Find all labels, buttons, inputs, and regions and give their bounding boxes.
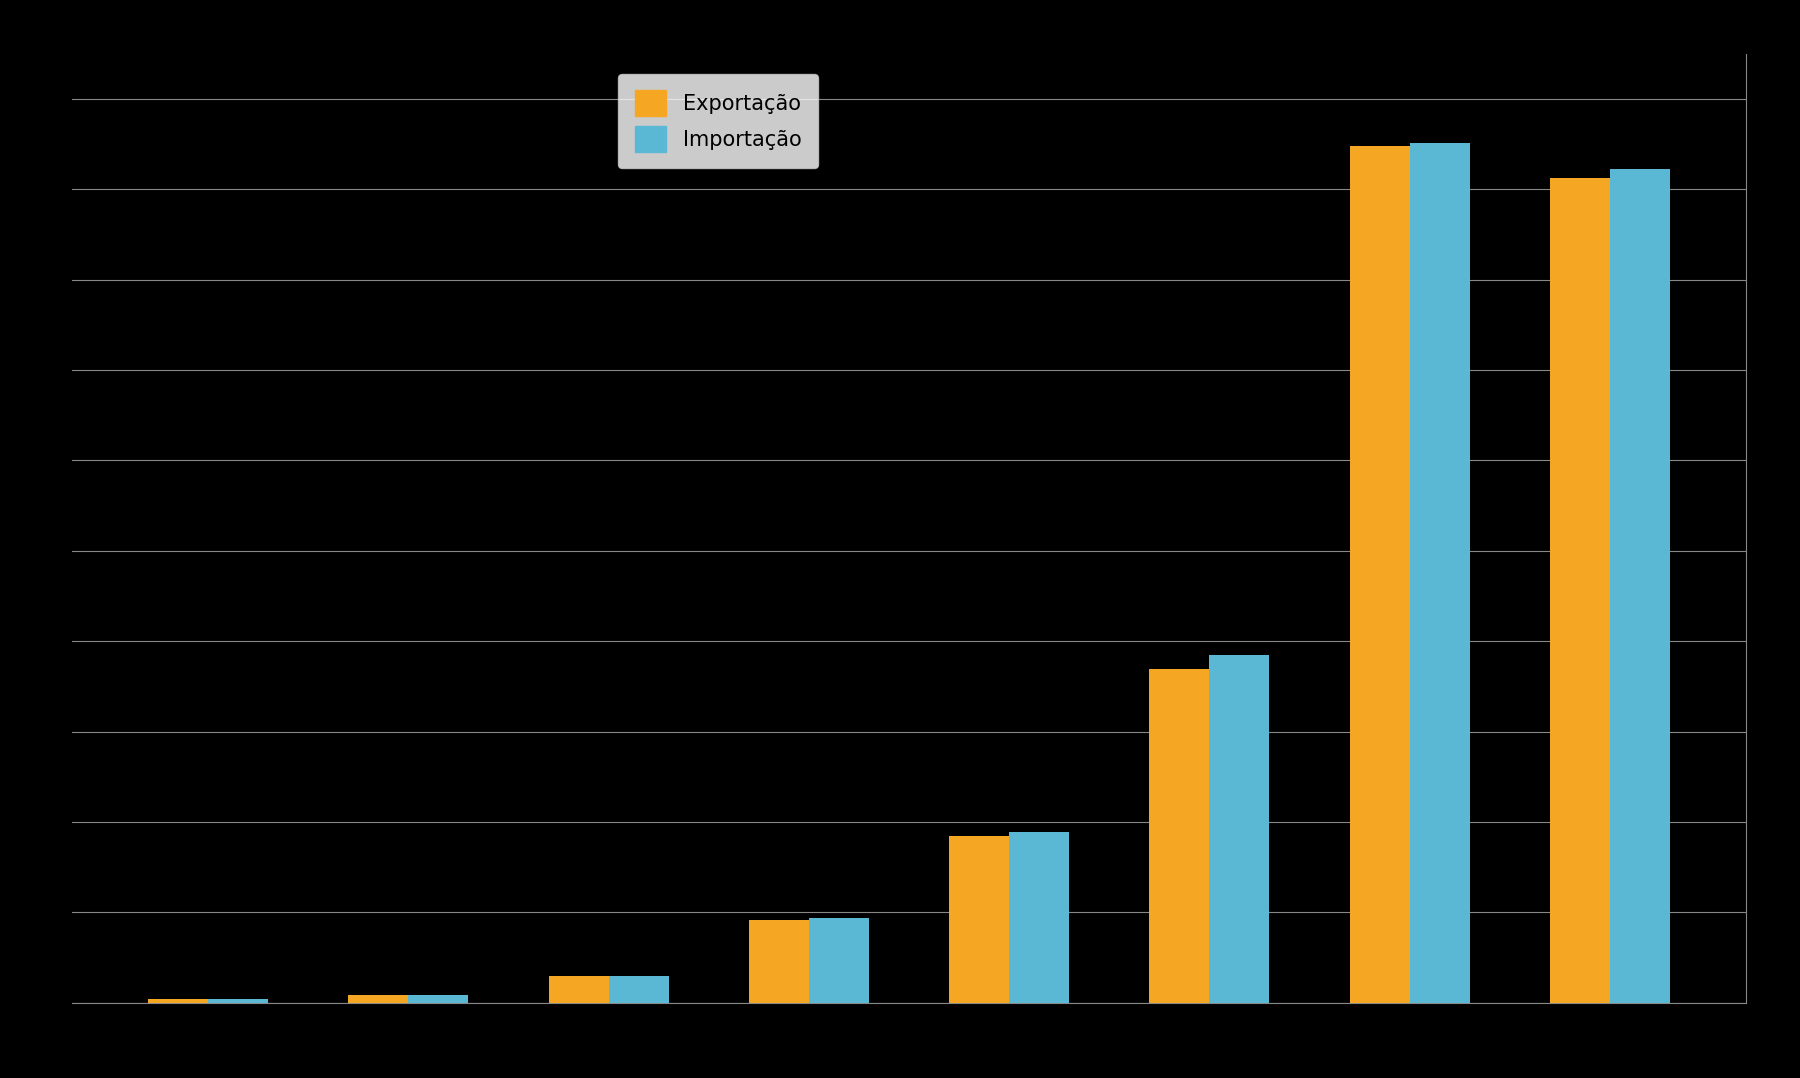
Bar [1550, 178, 1609, 1003]
Bar [949, 837, 1010, 1003]
Bar [209, 998, 268, 1003]
Bar [409, 995, 468, 1003]
Bar [1148, 669, 1210, 1003]
Bar [349, 995, 409, 1003]
Bar [1350, 147, 1409, 1003]
Bar [808, 917, 869, 1003]
Legend: Exportação, Importação: Exportação, Importação [617, 73, 817, 168]
Bar [608, 976, 670, 1003]
Bar [749, 920, 808, 1003]
Bar [1210, 655, 1269, 1003]
Bar [1609, 169, 1670, 1003]
Bar [549, 977, 608, 1003]
Bar [1010, 831, 1069, 1003]
Bar [148, 998, 209, 1003]
Bar [1409, 143, 1469, 1003]
